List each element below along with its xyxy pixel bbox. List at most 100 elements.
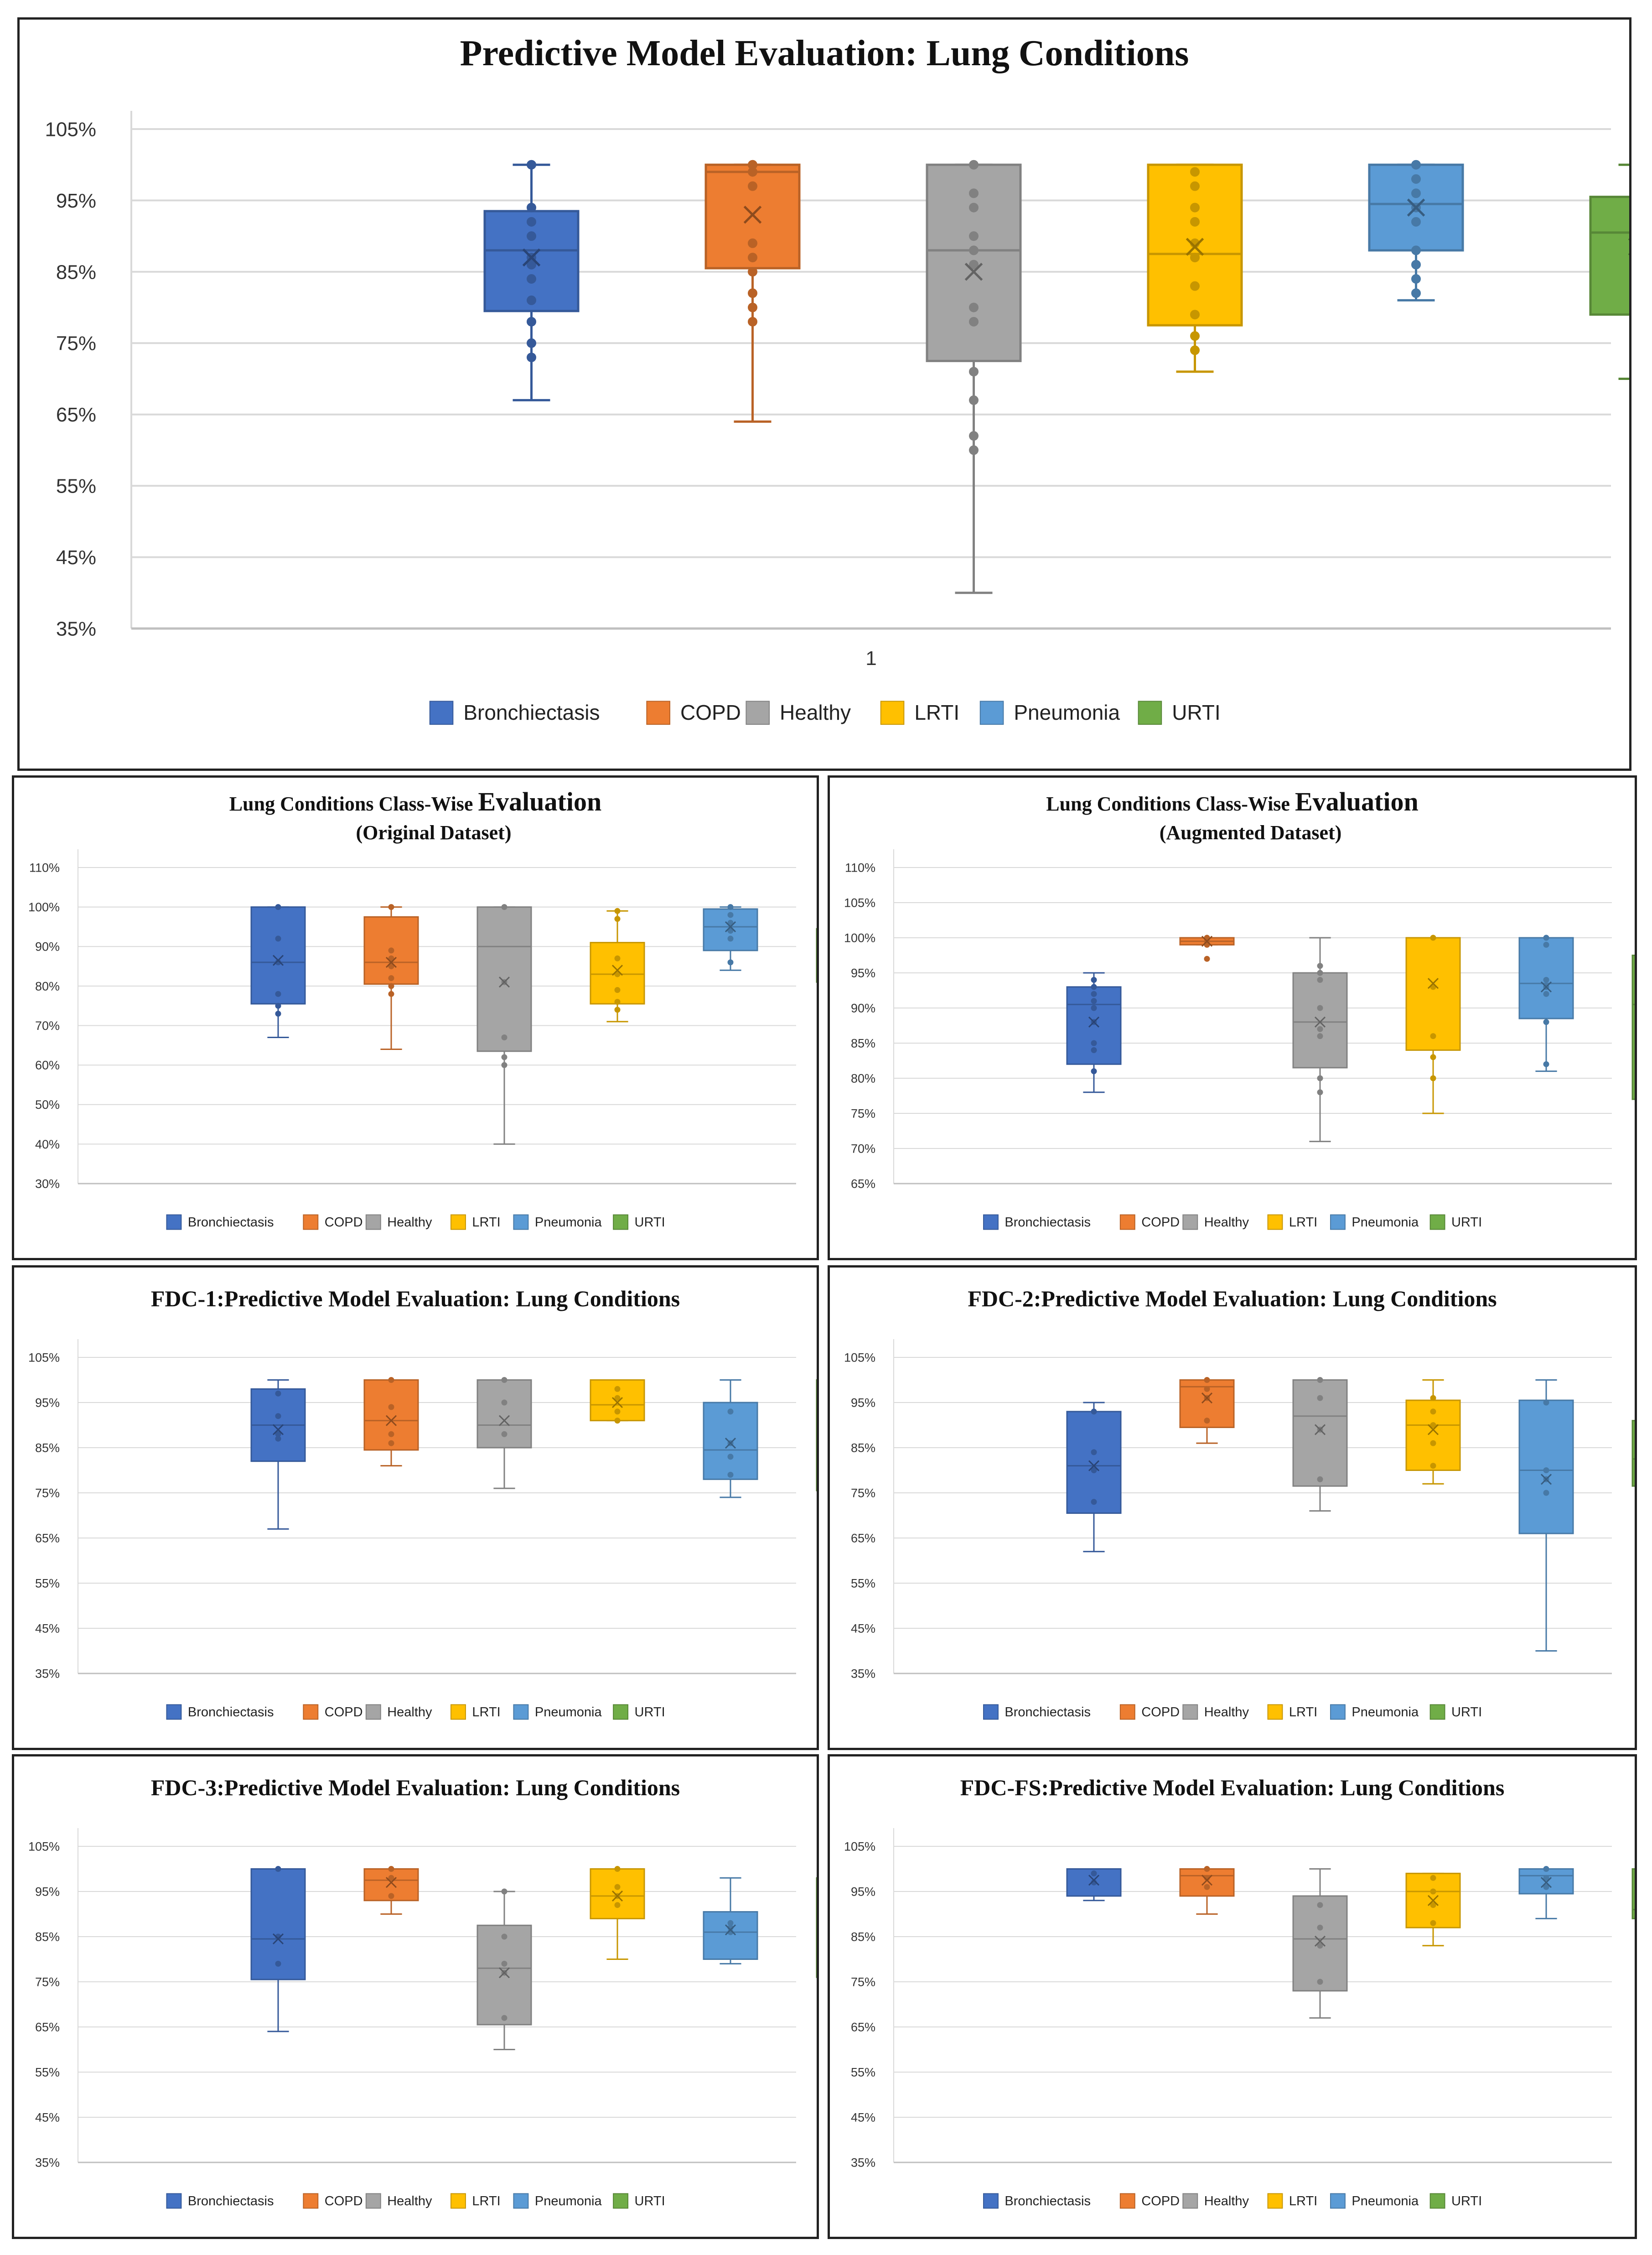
y-tick-label: 95% (851, 966, 875, 980)
legend-swatch (365, 2193, 381, 2209)
y-tick-label: 55% (35, 1576, 60, 1590)
legend-item-urti: URTI (613, 1704, 665, 1720)
y-tick-label: 95% (35, 1396, 60, 1409)
data-point (1204, 1866, 1210, 1872)
legend-item-lrti: LRTI (451, 1214, 501, 1230)
y-tick-label: 85% (56, 261, 96, 283)
legend-swatch (513, 1704, 529, 1720)
data-point (969, 231, 979, 241)
legend-swatch (429, 701, 454, 725)
y-tick-label: 65% (851, 1177, 875, 1190)
legend-swatch (1119, 1704, 1135, 1720)
mean-marker (385, 956, 397, 968)
fdc1-chart-panel: FDC-1:Predictive Model Evaluation: Lung … (12, 1265, 819, 1750)
y-tick-label: 95% (851, 1396, 875, 1409)
legend-label: LRTI (1289, 1215, 1317, 1230)
box-copd (1179, 1866, 1235, 1915)
data-point (388, 1866, 394, 1872)
box-iqr (1631, 955, 1635, 1100)
data-point (969, 431, 979, 441)
y-tick-label: 85% (35, 1441, 60, 1455)
box-pneumonia (1518, 1866, 1574, 1919)
box-lrti (590, 1379, 645, 1424)
x-tick-label: 1 (865, 647, 876, 670)
legend-swatch (1119, 2193, 1135, 2209)
legend-label: Pneumonia (1352, 1705, 1419, 1720)
data-point (727, 904, 734, 910)
legend-label: URTI (1451, 1215, 1482, 1230)
y-tick-label: 35% (35, 2156, 60, 2169)
legend-label: COPD (325, 1705, 363, 1720)
legend-item-healthy: Healthy (1182, 2193, 1249, 2209)
box-iqr (363, 1379, 419, 1451)
legend-item-pneumonia: Pneumonia (1330, 2193, 1419, 2209)
mean-marker (1427, 1895, 1439, 1906)
data-point (1204, 1884, 1210, 1890)
y-tick-label: 30% (35, 1177, 60, 1190)
box-urti (1631, 1420, 1635, 1487)
box-iqr (476, 1379, 532, 1449)
legend-item-pneumonia: Pneumonia (1330, 1704, 1419, 1720)
data-point (388, 904, 394, 910)
data-point (501, 2015, 508, 2021)
data-point (614, 916, 621, 922)
mean-marker (498, 1967, 510, 1979)
chart-title: Lung Conditions Class-Wise Evaluation (229, 787, 601, 816)
mean-marker (385, 1415, 397, 1426)
chart-title-part: Lung Conditions Class-Wise (1046, 793, 1295, 815)
data-point (1091, 998, 1097, 1004)
legend-swatch (1429, 1214, 1445, 1230)
legend-item-copd: COPD (303, 1704, 363, 1720)
fdc1-chart: FDC-1:Predictive Model Evaluation: Lung … (28, 1286, 817, 1720)
data-point (275, 1390, 281, 1397)
data-point (614, 1386, 621, 1392)
y-tick-label: 35% (56, 618, 96, 640)
box-bronchiectasis (1066, 1402, 1122, 1553)
legend-item-urti: URTI (1429, 1704, 1482, 1720)
legend-item-pneumonia: Pneumonia (513, 2193, 602, 2209)
data-point (1091, 1005, 1097, 1011)
data-point (1411, 245, 1421, 255)
data-point (969, 302, 979, 312)
data-point (1091, 1499, 1097, 1505)
mean-marker (743, 205, 762, 224)
data-point (1543, 1875, 1549, 1881)
box-healthy (476, 1888, 532, 2050)
box-bronchiectasis (483, 160, 580, 401)
legend-item-urti: URTI (1429, 1214, 1482, 1230)
data-point (748, 267, 757, 277)
data-point (1091, 1408, 1097, 1415)
box-copd (363, 904, 419, 1050)
box-iqr (1518, 1868, 1574, 1895)
data-point (1317, 1943, 1323, 1949)
legend-swatch (1330, 1704, 1346, 1720)
fdc3-chart: FDC-3:Predictive Model Evaluation: Lung … (28, 1775, 817, 2209)
legend-label: COPD (325, 1215, 363, 1230)
data-point (388, 991, 394, 997)
data-point (388, 1404, 394, 1410)
legend-swatch (166, 2193, 182, 2209)
data-point (1317, 1075, 1323, 1081)
legend-label: LRTI (914, 701, 959, 724)
mean-marker (1201, 935, 1213, 947)
mean-marker (522, 248, 541, 267)
legend-label: Pneumonia (535, 2194, 602, 2208)
y-tick-label: 100% (28, 900, 60, 914)
chart-subtitle: (Augmented Dataset) (1160, 821, 1342, 844)
data-point (727, 959, 734, 966)
data-point (614, 999, 621, 1005)
legend-swatch (613, 1704, 629, 1720)
y-tick-label: 45% (851, 1621, 875, 1635)
legend-item-bronchiectasis: Bronchiectasis (983, 2193, 1091, 2209)
box-healthy (1292, 1377, 1348, 1512)
box-iqr (250, 906, 306, 1005)
data-point (1190, 345, 1200, 355)
data-point (1091, 991, 1097, 997)
y-tick-label: 105% (45, 118, 96, 140)
legend-label: URTI (635, 2194, 665, 2208)
mean-marker (1540, 981, 1552, 992)
data-point (501, 1054, 508, 1060)
legend-swatch (365, 1704, 381, 1720)
data-point (969, 445, 979, 455)
data-point (1190, 331, 1200, 341)
